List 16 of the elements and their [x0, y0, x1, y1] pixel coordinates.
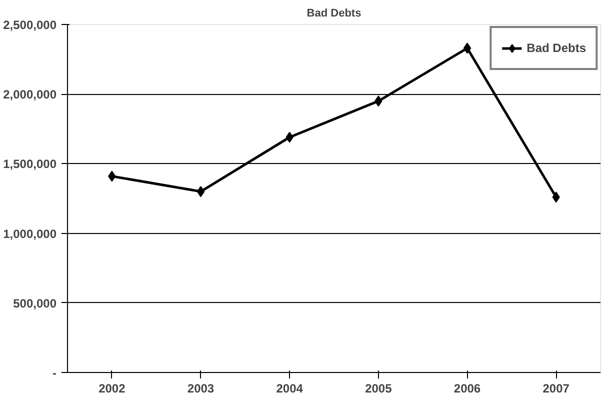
y-tick-label: -	[52, 366, 57, 380]
y-tick-label: 2,000,000	[3, 88, 57, 102]
x-tick-label: 2007	[542, 382, 570, 396]
x-tick-label: 2003	[187, 382, 214, 396]
legend-label: Bad Debts	[526, 41, 586, 55]
y-tick-label: 2,500,000	[3, 18, 57, 32]
x-tick-label: 2004	[276, 382, 304, 396]
point	[463, 42, 472, 54]
y-tick-label: 1,500,000	[3, 157, 57, 172]
chart-title: Bad Debts	[306, 8, 362, 20]
point	[196, 186, 205, 198]
y-tick-label: 500,000	[13, 296, 57, 310]
x-tick-label: 2005	[365, 382, 392, 396]
y-tick-label: 1,000,000	[3, 226, 57, 241]
x-tick-label: 2002	[98, 382, 126, 396]
x-tick-label: 2006	[454, 382, 481, 396]
